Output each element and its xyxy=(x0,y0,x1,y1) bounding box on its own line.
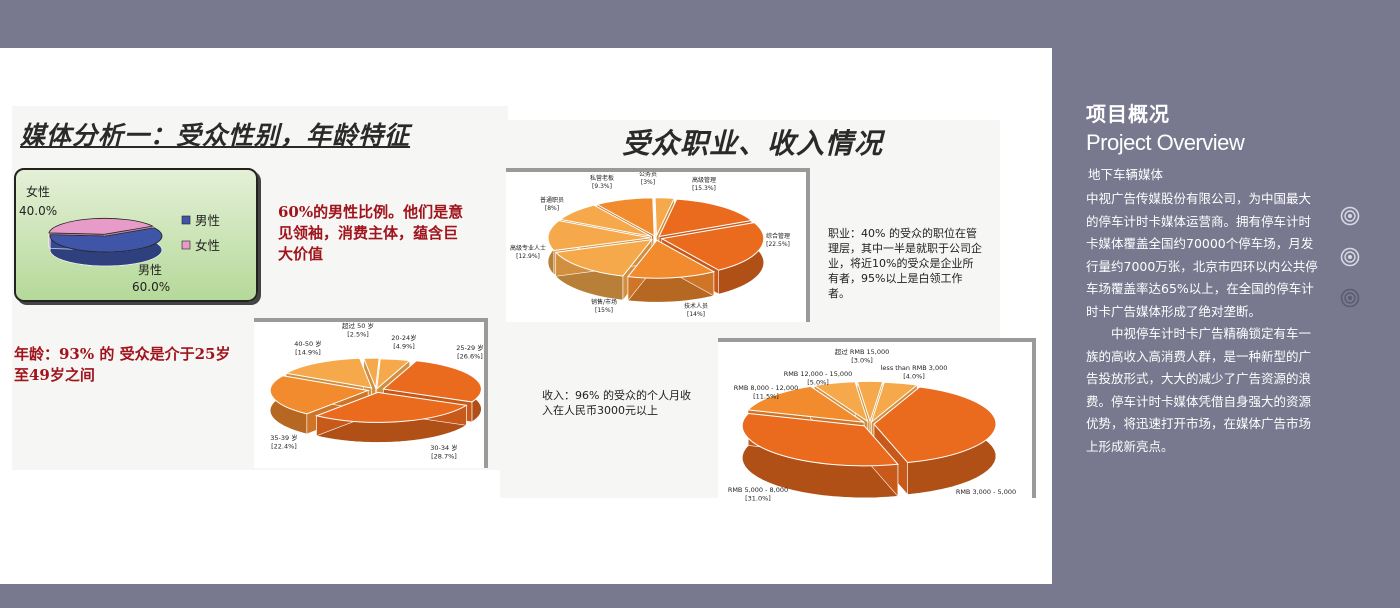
pie-slice xyxy=(873,386,997,464)
pie-slice xyxy=(741,412,899,467)
pie-label: 30-34 岁[28.7%] xyxy=(430,443,457,461)
pie-label: 高级管理[15.3%] xyxy=(692,176,716,192)
pie-slice xyxy=(382,360,482,403)
occupation-chart-frame: 高级管理[15.3%] 综合管理[22.5%] 技术人员[14%] 销售/市场[15%… xyxy=(506,168,810,322)
pie-slice xyxy=(314,391,468,423)
pie-slice xyxy=(49,227,163,253)
pie-label: 私营老板[9.3%] xyxy=(590,174,614,190)
sidebar-subtitle: 地下车辆媒体 xyxy=(1088,167,1164,182)
pie-label: 高级专业人士[12.9%] xyxy=(510,244,546,260)
pie-slice xyxy=(654,197,675,236)
pie-slice xyxy=(746,385,865,423)
bottom-band xyxy=(0,584,1400,608)
pie-slice xyxy=(363,357,380,389)
income-note: 收入：96% 的受众的个人月收入在人民币3000元以上 xyxy=(542,389,691,417)
pie-slice xyxy=(554,238,654,277)
pie-slice xyxy=(48,217,154,235)
project-overview-sidebar: 项目概况 Project Overview 地下车辆媒体 中视广告传媒股份有限公… xyxy=(1052,48,1400,584)
gender-description: 60%的男性比例。他们是意见领袖，消费主体，蕴含巨大价值 xyxy=(278,203,464,263)
pie-label: 35-39 岁[22.4%] xyxy=(270,433,297,451)
sidebar-body: 中视广告传媒股份有限公司，为中国最大的停车计时卡媒体运营商。拥有停车计时卡媒体覆… xyxy=(1086,188,1320,458)
legend-swatch xyxy=(181,215,191,225)
age-description: 年龄：93% 的 受众是介于25岁至49岁之间 xyxy=(14,345,231,384)
top-band xyxy=(0,0,1400,48)
pie-label: 公务员[3%] xyxy=(639,172,657,186)
legend-label: 男性 xyxy=(195,213,220,228)
male-slice-value: 60.0% xyxy=(132,280,170,294)
occupation-pie-chart: 高级管理[15.3%] 综合管理[22.5%] 技术人员[14%] 销售/市场[15%… xyxy=(510,170,790,318)
pie-slice xyxy=(559,204,652,238)
pie-label: 综合管理[22.5%] xyxy=(766,232,790,248)
female-slice-value: 40.0% xyxy=(19,204,57,218)
sidebar-paragraph-2: 中视停车计时卡广告精确锁定有车一族的高收入高消费人群，是一种新型的广告投放形式，… xyxy=(1086,326,1312,454)
pie-label: 20-24岁[4.9%] xyxy=(391,333,416,351)
pie-slice xyxy=(269,375,371,415)
pie-label: 技术人员[14%] xyxy=(684,302,708,318)
sidebar-paragraph-1: 中视广告传媒股份有限公司，为中国最大的停车计时卡媒体运营商。拥有停车计时卡媒体覆… xyxy=(1086,191,1318,319)
target-icon[interactable] xyxy=(1340,206,1360,226)
sidebar-title-en: Project Overview xyxy=(1086,130,1245,155)
pie-label: RMB 8,000 - 12,000 [11.5%] xyxy=(734,384,798,401)
occupation-note: 职业：40% 的受众的职位在管理层，其中一半是就职于公司企业，将近10%的受众是… xyxy=(828,227,982,300)
pie-label: 超过 50 岁[2.5%] xyxy=(342,322,374,339)
pie-label: 销售/市场[15%] xyxy=(591,298,617,314)
legend-label: 女性 xyxy=(195,238,220,253)
left-panel-title: 媒体分析一：受众性别，年龄特征 xyxy=(20,121,411,150)
sidebar-title-cn: 项目概况 xyxy=(1086,102,1170,126)
pie-label: RMB 12,000 - 15,000 [5.0%] xyxy=(784,370,853,387)
female-slice-label: 女性 xyxy=(26,184,50,199)
pie-slice xyxy=(376,358,411,391)
income-chart-frame: less than RMB 3,000 [4.0%] RMB 3,000 - 5,0… xyxy=(718,338,1036,503)
pie-slice xyxy=(658,198,753,238)
target-icon[interactable] xyxy=(1340,247,1360,267)
pie-label: 40-50 岁[14.9%] xyxy=(294,339,321,357)
pie-slice xyxy=(870,381,919,424)
pie-slice xyxy=(284,357,373,389)
pie-label: 25-29 岁[26.6%] xyxy=(456,343,483,361)
pie-slice xyxy=(660,222,765,271)
income-pie-chart: less than RMB 3,000 [4.0%] RMB 3,000 - 5,0… xyxy=(728,347,1016,503)
legend-swatch xyxy=(181,240,191,250)
gender-chart-box: 女性 40.0% 男性 60.0% 男性 女性 xyxy=(14,168,258,302)
pie-slice xyxy=(856,380,884,424)
pie-slice xyxy=(595,197,655,237)
male-slice-label: 男性 xyxy=(138,263,162,277)
pie-slice xyxy=(547,220,651,252)
pie-slice xyxy=(627,239,716,279)
pie-label: 超过 RMB 15,000 [3.0%] xyxy=(835,347,889,365)
pie-label: RMB 5,000 - 8,000 [31.0%] xyxy=(728,486,788,503)
pie-label: less than RMB 3,000 [4.0%] xyxy=(881,364,948,381)
pie-label: 普通职员[8%] xyxy=(540,196,564,212)
target-icon[interactable] xyxy=(1340,288,1360,308)
pie-slice xyxy=(812,381,869,423)
pie-label: RMB 3,000 - 5,000 xyxy=(956,488,1016,496)
age-chart-frame: 20-24岁[4.9%] 25-29 岁[26.6%] 30-34 岁[28.7%]… xyxy=(254,318,488,468)
right-panel-title: 受众职业、收入情况 xyxy=(622,127,884,160)
age-pie-chart: 20-24岁[4.9%] 25-29 岁[26.6%] 30-34 岁[28.7%]… xyxy=(269,321,484,461)
